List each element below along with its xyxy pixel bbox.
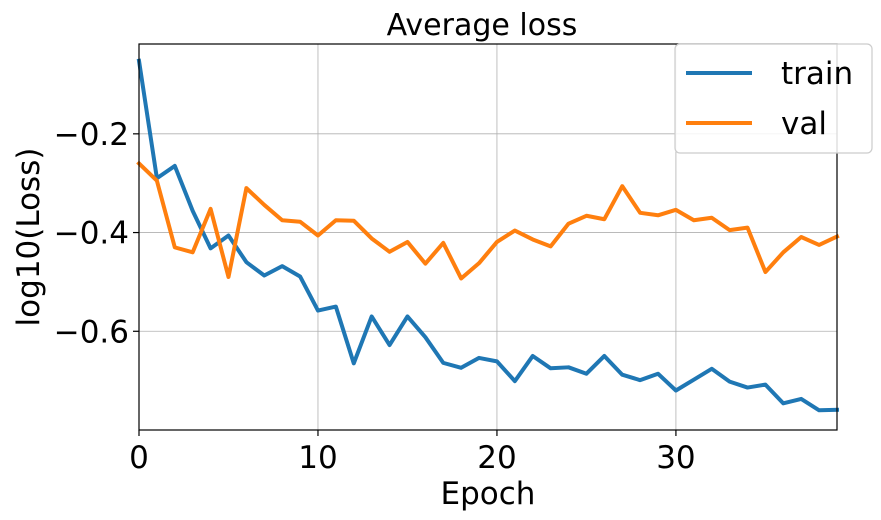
series-layer xyxy=(136,58,840,413)
y-axis-label: log10(Loss) xyxy=(11,148,47,327)
y-tick-label: −0.4 xyxy=(54,216,129,252)
legend-label-val: val xyxy=(781,106,827,142)
chart-title: Average loss xyxy=(387,8,578,43)
y-tick-label: −0.2 xyxy=(54,117,129,153)
legend-label-train: train xyxy=(781,56,853,92)
x-tick-label: 20 xyxy=(477,440,516,476)
x-tick-label: 30 xyxy=(656,440,695,476)
series-line-val xyxy=(136,160,840,281)
x-axis-ticks: 0 10 20 30 xyxy=(129,430,696,476)
legend: train val xyxy=(674,43,873,154)
series-line-train xyxy=(136,58,840,413)
y-axis-ticks: −0.6 −0.4 −0.2 xyxy=(54,117,139,350)
y-tick-label: −0.6 xyxy=(54,314,129,350)
x-tick-label: 10 xyxy=(298,440,337,476)
plot-frame xyxy=(138,43,838,431)
x-axis-label: Epoch xyxy=(441,476,536,512)
x-tick-label: 0 xyxy=(129,440,149,476)
